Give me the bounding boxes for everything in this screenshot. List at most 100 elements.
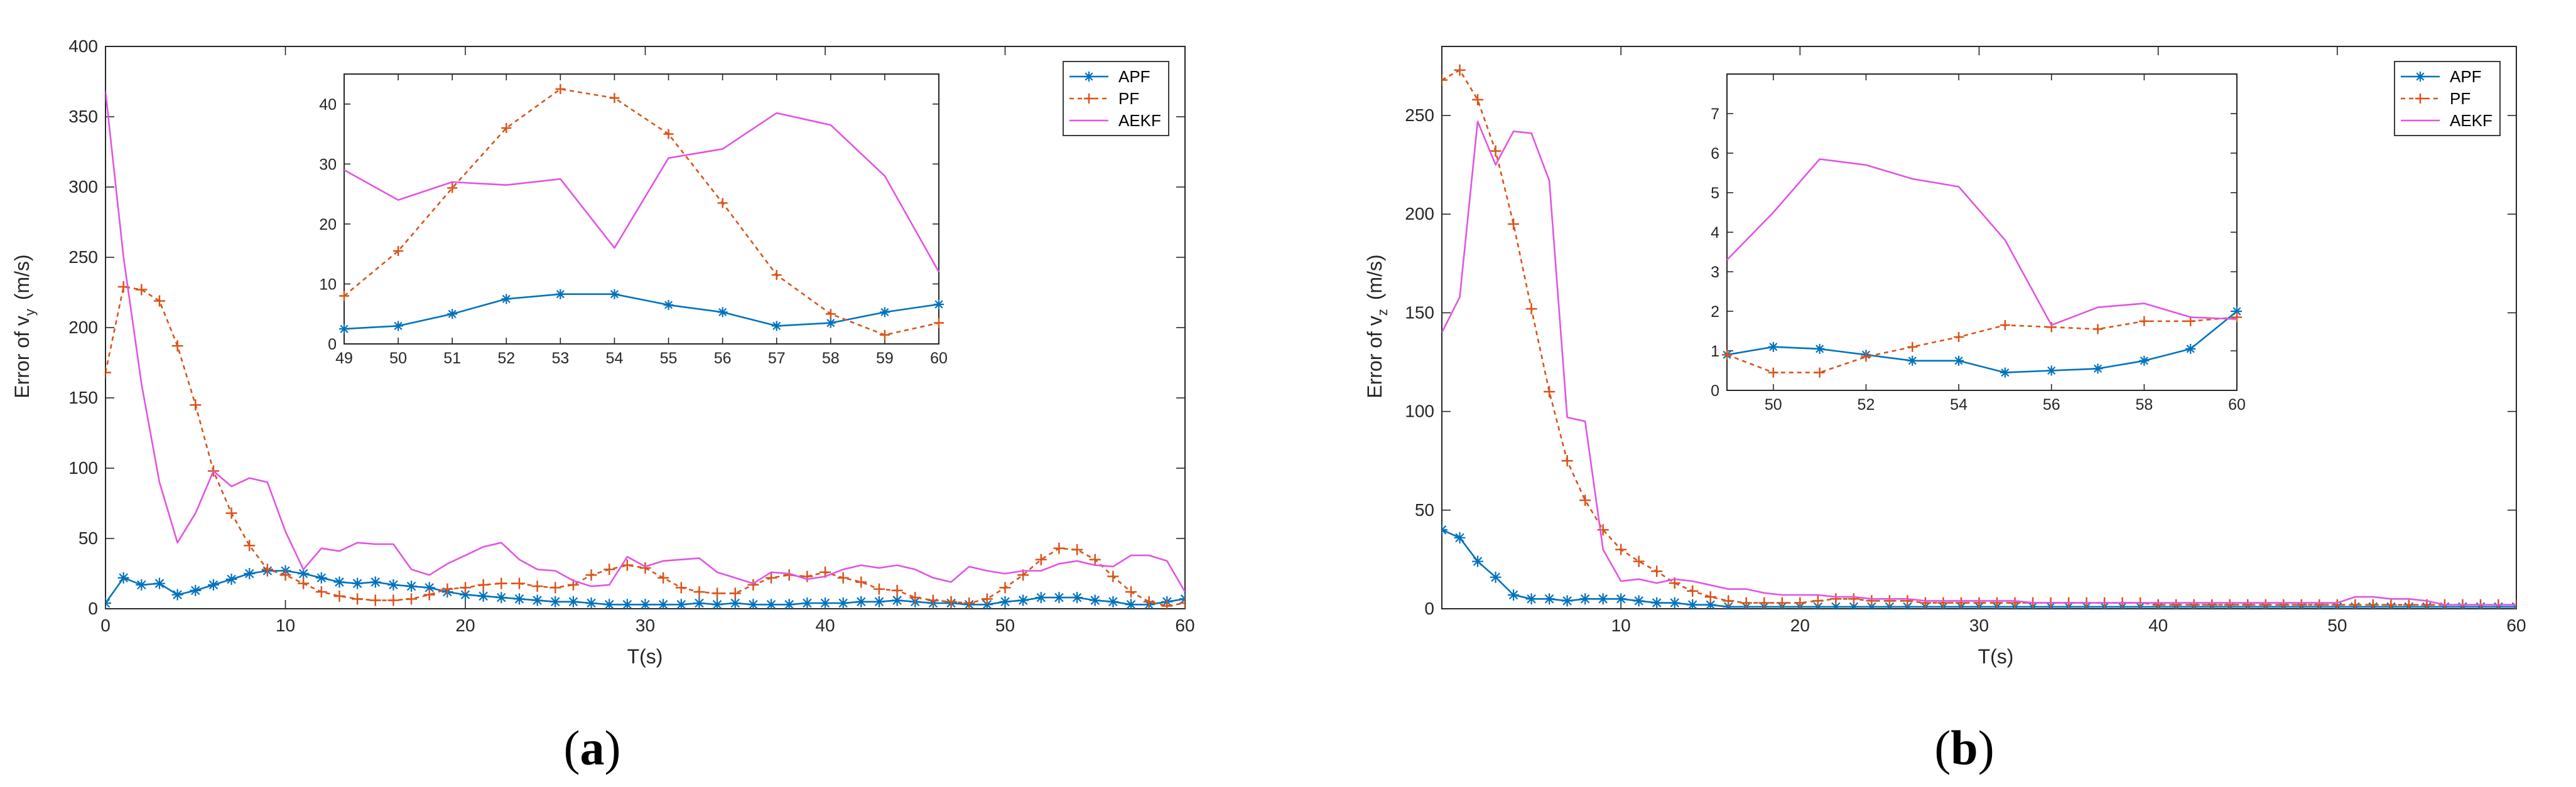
chart-a-inset-x-tick-label: 57 — [768, 350, 786, 367]
chart-a-point-apf — [423, 582, 435, 594]
chart-a-inset-point-apf — [825, 318, 836, 328]
chart-a-point-apf — [369, 576, 381, 588]
chart-a-inset-point-apf — [609, 289, 620, 299]
chart-b-point-apf — [1579, 593, 1591, 605]
chart-a-point-apf — [820, 597, 831, 609]
chart-a-y-tick-label: 0 — [88, 599, 98, 618]
chart-a-y-tick-label: 400 — [68, 36, 98, 56]
chart-a-x-tick-label: 30 — [636, 616, 655, 635]
chart-b-point-pf — [2278, 599, 2290, 609]
chart-a-point-pf — [298, 577, 310, 589]
chart-a-point-apf — [225, 573, 237, 585]
chart-a-inset-series-apf — [339, 289, 944, 335]
chart-b-point-pf — [1973, 597, 1985, 609]
chart-a-point-pf — [1089, 554, 1101, 565]
chart-a-point-pf — [387, 594, 399, 606]
chart-a-point-apf — [1035, 592, 1047, 604]
chart-a-inset-x-tick-label: 59 — [876, 350, 894, 367]
chart-a-point-apf — [837, 597, 849, 609]
chart-b-point-pf — [1812, 595, 1824, 607]
chart-b-point-apf — [1704, 599, 1716, 609]
ylabel-sub-b: z — [1375, 309, 1390, 316]
chart-b-point-apf — [1490, 571, 1502, 583]
chart-b-x-tick-label: 20 — [1790, 616, 1810, 635]
chart-b-point-pf — [1544, 386, 1556, 398]
chart-a-series-aekf — [106, 91, 1185, 592]
chart-a-x-tick-label: 20 — [455, 616, 475, 635]
chart-b-point-pf — [1704, 591, 1716, 603]
chart-a-point-pf — [1161, 600, 1173, 609]
chart-a-point-pf — [1143, 596, 1155, 608]
chart-a-x-tick-label: 50 — [995, 616, 1015, 635]
chart-b-inset-x-tick-label: 52 — [1858, 396, 1875, 414]
chart-b-point-pf — [2331, 599, 2343, 609]
chart-a-point-apf — [352, 577, 364, 589]
chart-a-point-pf — [1179, 597, 1185, 609]
chart-b-point-pf — [1561, 455, 1573, 467]
caption-a: (a) — [564, 720, 621, 775]
chart-a-point-pf — [927, 594, 939, 606]
chart-b-point-pf — [1508, 218, 1520, 230]
chart-b-point-pf — [1633, 555, 1645, 567]
chart-a-point-pf — [621, 559, 633, 571]
chart-b-point-pf — [1579, 495, 1591, 506]
chart-b-point-pf — [2295, 599, 2307, 609]
chart-b-y-tick-label: 50 — [1415, 500, 1434, 520]
chart-a-inset: 49 50 51 52 53 54 55 56 57 58 59 60 0 10 20 30 40 — [319, 73, 948, 367]
chart-a-y-tick-label: 50 — [78, 528, 98, 548]
chart-b-inset-series-pf — [1722, 312, 2242, 378]
chart-b-point-pf — [1866, 595, 1878, 607]
chart-b-inset-point-apf — [1954, 355, 1964, 366]
chart-a-point-pf — [837, 572, 849, 584]
chart-b-inset-point-apf — [2185, 343, 2196, 354]
chart-b-inset-y-tick-label: 1 — [1711, 343, 1719, 360]
chart-b-inset-point-pf — [2000, 320, 2010, 331]
chart-a-point-pf — [891, 584, 903, 596]
chart-a-inset-series-pf — [339, 83, 944, 340]
ylabel-main-a: Error of v — [11, 316, 33, 399]
chart-b-point-pf — [1454, 64, 1466, 76]
chart-a-x-tick-label: 60 — [1175, 616, 1194, 635]
chart-b-point-pf — [1442, 74, 1448, 86]
chart-a-point-pf — [639, 562, 651, 574]
chart-a-point-pf — [171, 340, 183, 352]
chart-b-inset-y-tick-label: 3 — [1711, 264, 1719, 281]
ylabel-unit-b: (m/s) — [1363, 254, 1386, 300]
chart-b-point-apf — [1669, 597, 1680, 609]
chart-a-point-apf — [1107, 596, 1119, 608]
chart-a-point-pf — [747, 579, 759, 591]
chart-a-point-pf — [675, 582, 687, 594]
chart-b-point-apf — [1544, 593, 1556, 605]
chart-a-inset-point-apf — [717, 307, 728, 318]
chart-b-inset-series-aekf — [1726, 158, 2238, 326]
chart-b-point-apf — [1454, 532, 1466, 543]
chart-b-point-pf — [1490, 145, 1502, 157]
chart-a-point-pf — [369, 594, 381, 606]
chart-b-point-pf — [2206, 599, 2218, 609]
chart-a-point-pf — [873, 583, 885, 595]
chart-b-point-apf — [1723, 601, 1734, 609]
chart-a-inset-line-aekf — [344, 112, 940, 272]
chart-b-point-pf — [1955, 597, 1967, 609]
chart-a-point-pf — [513, 577, 525, 589]
chart-b-inset-y-tick-label: 6 — [1711, 145, 1719, 163]
chart-b-y-tick-label: 100 — [1405, 402, 1434, 421]
chart-a-inset-x-tick-label: 55 — [660, 350, 678, 367]
chart-b-point-apf — [1866, 601, 1878, 609]
chart-a-point-pf — [136, 284, 148, 296]
chart-a-inset-point-apf — [339, 324, 349, 335]
chart-a-point-apf — [639, 599, 651, 609]
chart-a-legend-label-pf: PF — [1118, 89, 1139, 108]
chart-b-inset-line-pf — [1726, 316, 2238, 373]
chart-a-point-pf — [801, 570, 813, 582]
chart-a-point-apf — [1053, 592, 1065, 604]
chart-a-point-pf — [963, 597, 975, 609]
chart-a-point-apf — [891, 594, 903, 606]
chart-a-point-pf — [333, 590, 345, 602]
chart-b-legend-marker-apf — [2415, 72, 2425, 82]
chart-a-y-tick-label: 100 — [68, 458, 98, 478]
chart-b-inset-y-tick-label: 0 — [1711, 382, 1719, 400]
chart-b-inset-point-apf — [2046, 365, 2057, 376]
